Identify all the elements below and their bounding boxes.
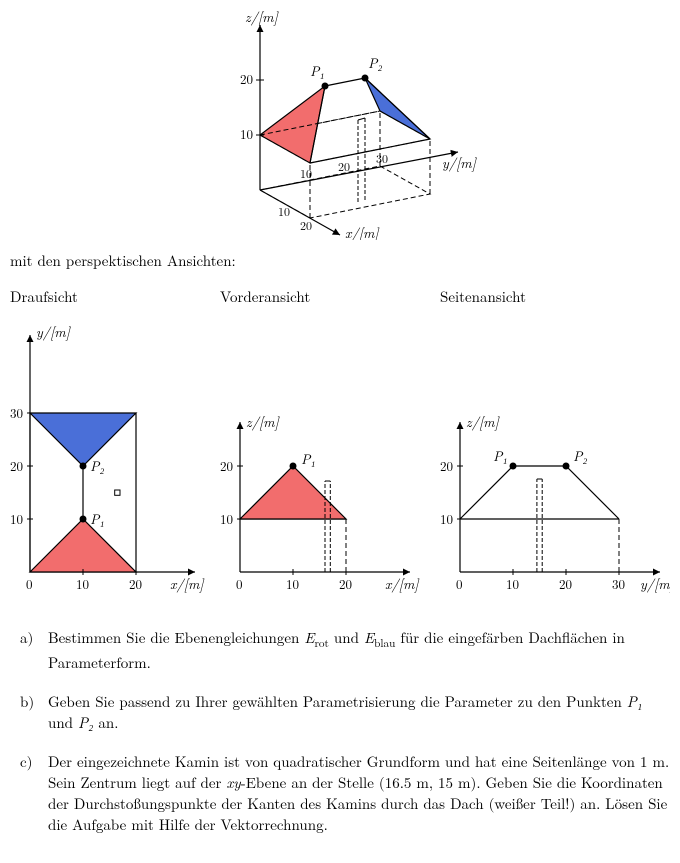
q-a-body: Bestimmen Sie die Ebenengleichungen Erot… [48, 627, 670, 673]
q-b-body: Geben Sie passend zu Ihrer gewählten Par… [48, 691, 670, 733]
svg-text:P₂: P₂ [573, 446, 587, 466]
svg-text:x/[m]: x/[m] [170, 574, 205, 594]
question-a: a) Bestimmen Sie die Ebenengleichungen E… [20, 627, 670, 673]
svg-text:10: 10 [506, 574, 519, 593]
svg-text:10: 10 [440, 509, 453, 528]
svg-text:z/[m]: z/[m] [246, 412, 281, 432]
svg-text:10: 10 [278, 203, 290, 220]
svg-text:P₁: P₁ [493, 446, 507, 466]
svg-text:20: 20 [559, 574, 572, 593]
svg-text:30: 30 [612, 574, 625, 593]
svg-text:20: 20 [440, 456, 453, 475]
q-b-marker: b) [20, 691, 48, 733]
question-c: c) Der eingezeichnete Kamin ist von quad… [20, 751, 670, 835]
svg-text:y/[m]: y/[m] [640, 574, 670, 594]
svg-text:P₂: P₂ [90, 456, 104, 476]
title-side-view: Seitenansicht [440, 286, 650, 307]
svg-text:x/[m]: x/[m] [385, 574, 420, 594]
svg-text:0: 0 [456, 574, 463, 593]
svg-text:20: 20 [220, 456, 233, 475]
views-titles-row: Draufsicht Vorderansicht Seitenansicht [10, 286, 670, 307]
svg-text:10: 10 [76, 574, 89, 593]
q-b-t1: Geben Sie passend zu Ihrer gewählten Par… [48, 691, 627, 712]
svg-text:0: 0 [236, 574, 243, 593]
q-a-blau: blau [374, 635, 395, 651]
svg-text:z/[m]: z/[m] [466, 412, 501, 432]
svg-text:20: 20 [10, 456, 23, 475]
point-p1-label: P₁ [310, 61, 324, 81]
svg-text:20: 20 [338, 158, 350, 175]
q-a-t1: Bestimmen Sie die Ebenengleichungen [48, 627, 304, 648]
questions: a) Bestimmen Sie die Ebenengleichungen E… [10, 627, 670, 835]
views-row: P₁ P₂ 0 10 20 10 20 30 x/[m] y/[m] P₁ 0 [10, 317, 670, 597]
point-p2-label: P₂ [368, 53, 382, 73]
q-c-xy: xy [226, 772, 240, 793]
side-view: P₁ P₂ 0 10 20 30 10 20 y/[m] z/[m] [435, 317, 670, 597]
svg-text:10: 10 [286, 574, 299, 593]
svg-text:P₁: P₁ [90, 509, 104, 529]
views-caption: mit den perspektischen Ansichten: [10, 250, 670, 271]
figure-3d: 10 20 10 20 10 20 30 z/[m] x/[m] y/[m] P… [10, 10, 670, 240]
z-tick-20: 20 [240, 69, 253, 88]
svg-text:y/[m]: y/[m] [36, 322, 72, 342]
svg-text:30: 30 [10, 403, 23, 422]
svg-text:10: 10 [300, 165, 312, 182]
q-a-rot: rot [315, 635, 329, 651]
q-a-erot: E [304, 627, 314, 648]
title-front-view: Vorderansicht [220, 286, 440, 307]
axis-x-label: x/[m] [345, 223, 380, 240]
q-b-und: und [48, 712, 78, 733]
svg-text:20: 20 [339, 574, 352, 593]
q-c-body: Der eingezeichnete Kamin ist von quadrat… [48, 751, 670, 835]
top-view: P₁ P₂ 0 10 20 10 20 30 x/[m] y/[m] [10, 317, 215, 597]
q-b-p1: P₁ [627, 691, 642, 712]
z-tick-10: 10 [240, 124, 253, 143]
q-a-eblau: E [364, 627, 374, 648]
svg-text:20: 20 [300, 217, 312, 234]
title-top-view: Draufsicht [10, 286, 220, 307]
svg-text:10: 10 [10, 509, 23, 528]
q-a-und: und [329, 627, 364, 648]
q-a-marker: a) [20, 627, 48, 673]
axis-y-label: y/[m] [442, 153, 478, 173]
q-c-marker: c) [20, 751, 48, 835]
svg-text:10: 10 [220, 509, 233, 528]
svg-text:0: 0 [26, 574, 33, 593]
q-b-p2: P₂ [78, 712, 93, 733]
question-b: b) Geben Sie passend zu Ihrer gewählten … [20, 691, 670, 733]
svg-text:30: 30 [376, 150, 388, 167]
svg-text:20: 20 [129, 574, 142, 593]
svg-text:P₁: P₁ [301, 449, 315, 469]
q-b-t2: an. [93, 712, 118, 733]
axis-z-label: z/[m] [245, 10, 280, 27]
front-view: P₁ 0 10 20 10 20 x/[m] z/[m] [215, 317, 435, 597]
